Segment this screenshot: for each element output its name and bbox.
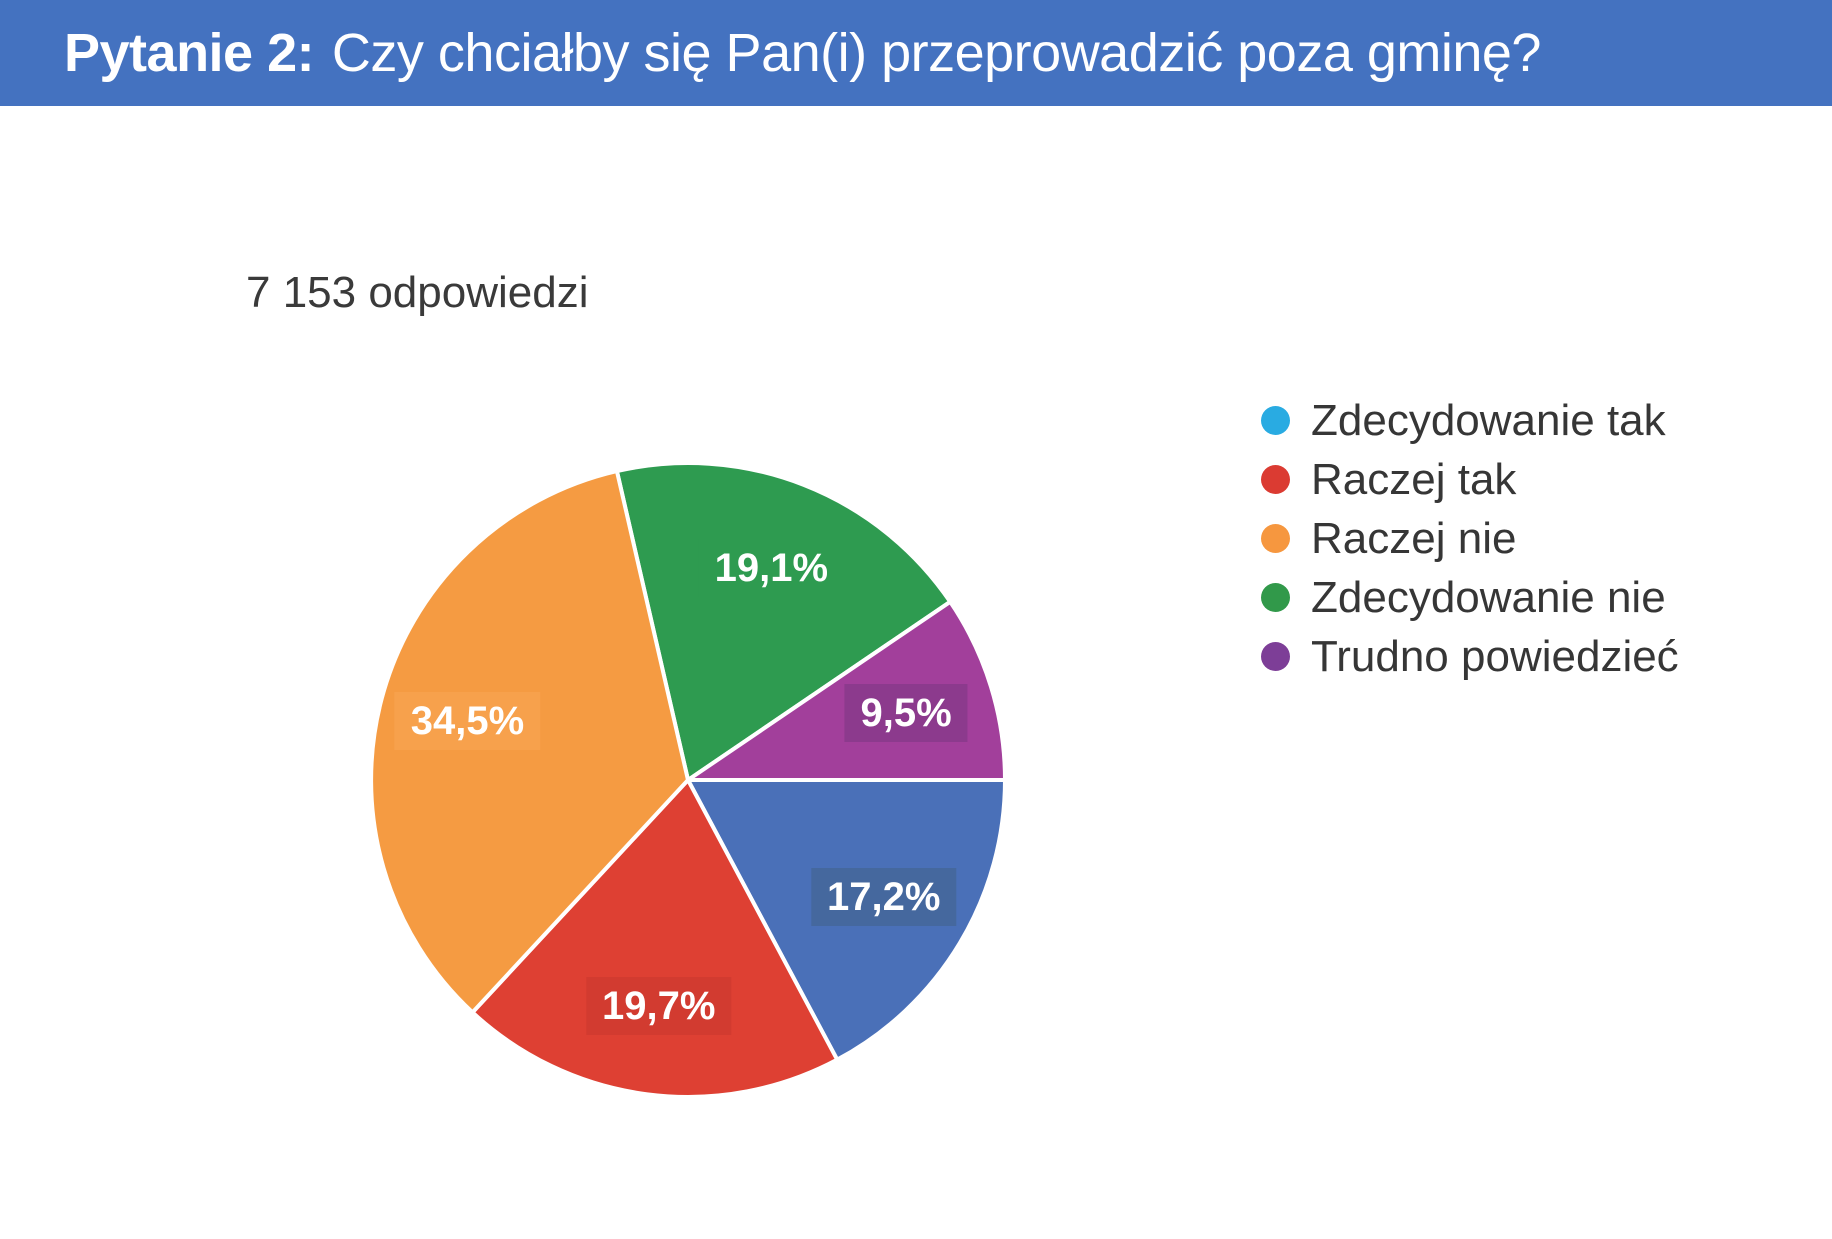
- legend-swatch-icon: [1261, 642, 1290, 671]
- pie-slice: [470, 778, 840, 1099]
- legend-swatch-icon: [1261, 465, 1290, 494]
- slice-percentage-label: 9,5%: [844, 683, 968, 742]
- legend-item: Raczej nie: [1261, 509, 1679, 568]
- legend-label: Raczej nie: [1311, 513, 1517, 563]
- legend-label: Raczej tak: [1311, 454, 1517, 504]
- legend-swatch-icon: [1261, 583, 1290, 612]
- legend-item: Raczej tak: [1261, 450, 1679, 509]
- slice-percentage-label: 34,5%: [394, 692, 541, 751]
- legend-item: Zdecydowanie nie: [1261, 568, 1679, 627]
- question-header-bar: Pytanie 2: Czy chciałby się Pan(i) przep…: [0, 0, 1832, 106]
- slice-percentage-label: 17,2%: [811, 868, 957, 927]
- responses-count: 7 153 odpowiedzi: [246, 268, 589, 317]
- slice-percentage-label: 19,1%: [698, 538, 845, 597]
- chart-legend: Zdecydowanie tak Raczej tak Raczej nie Z…: [1261, 391, 1679, 686]
- question-number: Pytanie 2:: [64, 23, 315, 83]
- legend-item: Trudno powiedzieć: [1261, 627, 1679, 686]
- legend-label: Zdecydowanie tak: [1311, 395, 1666, 445]
- legend-item: Zdecydowanie tak: [1261, 391, 1679, 450]
- slice-percentage-label: 19,7%: [585, 977, 732, 1036]
- legend-label: Trudno powiedzieć: [1311, 631, 1679, 681]
- legend-label: Zdecydowanie nie: [1311, 572, 1666, 622]
- legend-swatch-icon: [1261, 406, 1290, 435]
- legend-swatch-icon: [1261, 524, 1290, 553]
- question-text: Czy chciałby się Pan(i) przeprowadzić po…: [331, 23, 1542, 83]
